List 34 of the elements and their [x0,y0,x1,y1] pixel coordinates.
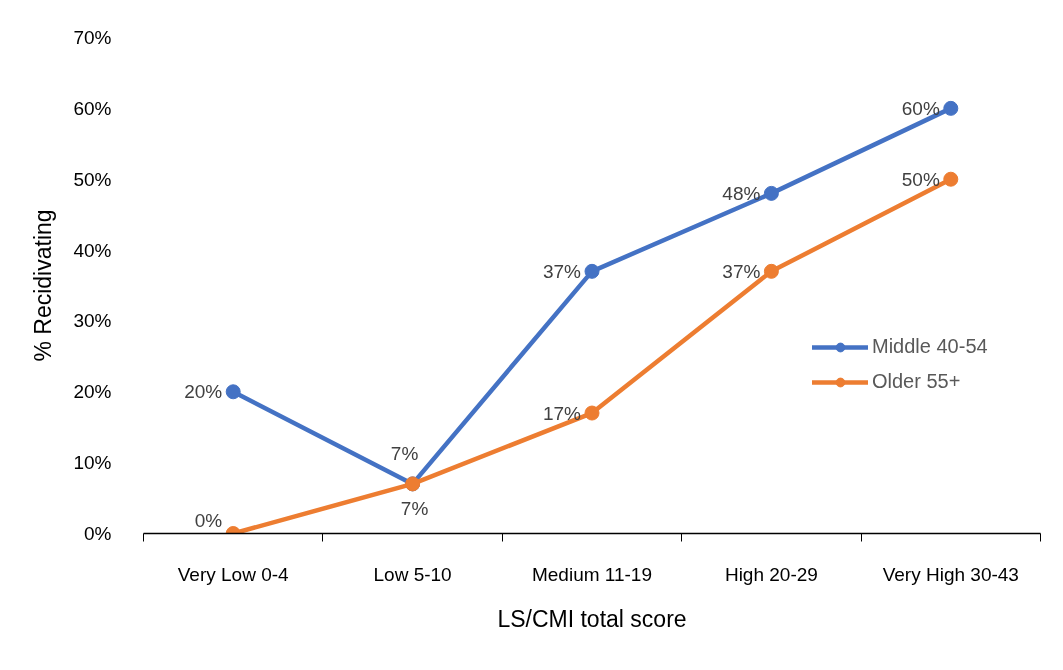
x-tick-label: Very Low 0-4 [177,563,290,585]
data-label: 50% [901,168,940,190]
data-label: 37% [722,260,761,282]
y-axis-title: % Recidivating [30,209,57,362]
y-tick-label: 0% [84,523,112,544]
point [763,263,779,279]
y-tick-label: 40% [73,239,112,261]
data-label: 37% [542,260,582,282]
point [584,405,600,421]
data-label: 0% [194,509,223,531]
data-label: 48% [722,182,761,204]
data-label: 20% [184,381,223,403]
point [763,185,779,201]
point [943,100,959,116]
point [943,171,959,187]
data-label: 17% [542,402,582,424]
y-tick-label: 70% [73,27,112,48]
y-tick-label: 50% [73,168,112,190]
y-tick-label: 30% [73,310,112,332]
x-tick-label: Very High 30-43 [882,563,1019,585]
x-axis-title: LS/CMI total score [497,605,687,632]
y-tick-label: 10% [73,452,112,474]
x-tick-label: Medium 11-19 [531,563,653,585]
legend-label: Older 55+ [872,370,961,393]
x-tick-label: High 20-29 [724,563,818,585]
point [225,384,241,400]
y-tick-label: 20% [73,381,112,403]
point [584,263,600,279]
x-tick-label: Low 5-10 [373,563,452,585]
legend-label: Middle 40-54 [872,335,988,358]
data-label: 7% [390,442,419,464]
y-tick-label: 60% [73,97,112,119]
data-label: 60% [901,97,940,119]
data-label: 7% [400,497,429,519]
